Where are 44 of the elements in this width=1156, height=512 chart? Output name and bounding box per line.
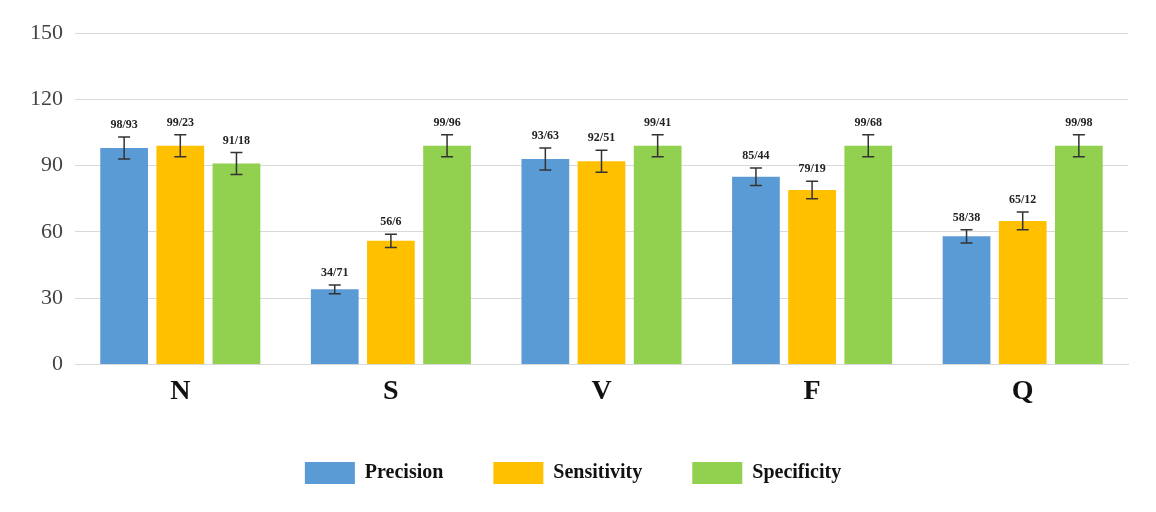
legend-label: Sensitivity [553,460,643,484]
data-label: 79/19 [798,161,826,176]
data-label: 65/12 [1009,192,1037,207]
x-tick-label: Q [1011,374,1034,406]
data-label: 99/23 [166,114,194,129]
bar [633,145,682,364]
bar [998,220,1047,364]
data-label: 92/51 [587,130,616,145]
x-tick-label: N [170,374,191,406]
bar [212,163,261,364]
bar [521,159,570,364]
y-tick-label: 0 [52,350,63,376]
x-tick-label: V [591,374,612,406]
bar [732,176,780,364]
bar [423,145,471,364]
x-tick-label: S [383,374,399,406]
data-label: 99/96 [433,114,461,129]
bar [942,236,991,364]
y-tick-label: 60 [41,217,63,243]
y-tick-label: 150 [30,18,63,44]
data-label: 56/6 [380,214,402,229]
bar [788,189,836,364]
y-tick-label: 120 [30,85,63,111]
bar [844,145,893,364]
bar [310,289,359,364]
bar [100,148,149,364]
data-label: 98/93 [110,117,138,132]
data-label: 34/71 [321,265,349,280]
bar [156,145,205,364]
data-label: 85/44 [742,147,770,162]
data-label: 58/38 [952,209,981,224]
data-label: 99/41 [643,114,672,129]
bar [367,240,415,364]
bar [577,161,626,364]
x-tick-label: F [803,374,821,406]
data-label: 91/18 [222,132,251,147]
data-label: 99/68 [854,114,882,129]
y-tick-label: 90 [41,151,63,177]
data-label: 99/98 [1065,114,1093,129]
data-label: 93/63 [531,128,560,143]
legend-label: Precision [364,460,444,483]
legend-label: Specificity [752,460,842,484]
y-tick-label: 30 [41,283,63,309]
bar [1054,145,1103,364]
